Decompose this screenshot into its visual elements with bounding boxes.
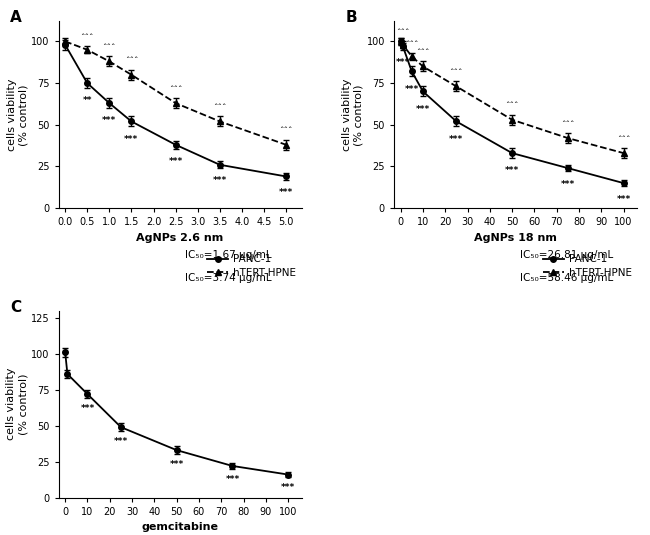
Text: ˆˆˆ: ˆˆˆ (103, 44, 116, 53)
X-axis label: AgNPs 2.6 nm: AgNPs 2.6 nm (136, 233, 224, 243)
Text: ***: *** (279, 188, 293, 197)
Text: ˆˆˆ: ˆˆˆ (396, 29, 410, 38)
Text: **: ** (83, 96, 92, 105)
Text: ˆˆˆ: ˆˆˆ (280, 127, 293, 136)
Text: ***: *** (616, 195, 630, 204)
Text: ***: *** (124, 135, 138, 144)
Text: ***: *** (81, 404, 95, 413)
Legend: PANC-1, hTERT-HPNE: PANC-1, hTERT-HPNE (207, 255, 296, 278)
Text: ˆˆˆ: ˆˆˆ (81, 34, 94, 43)
Text: ***: *** (213, 177, 227, 186)
Text: ***: *** (114, 437, 128, 446)
Y-axis label: cells viability
(% control): cells viability (% control) (6, 79, 29, 151)
Y-axis label: cells viability
(% control): cells viability (% control) (342, 79, 364, 151)
X-axis label: gemcitabine: gemcitabine (142, 522, 218, 532)
Text: A: A (10, 10, 21, 25)
Text: ˆˆˆ: ˆˆˆ (416, 49, 430, 58)
Text: ***: *** (226, 475, 240, 484)
Text: ***: *** (281, 483, 295, 492)
Y-axis label: cells viability
(% control): cells viability (% control) (6, 368, 28, 440)
Text: ***: *** (102, 117, 116, 125)
Text: ˆˆˆ: ˆˆˆ (405, 41, 419, 50)
Text: IC₅₀=1.67 μg/mL: IC₅₀=1.67 μg/mL (185, 250, 272, 260)
Legend: PANC-1, hTERT-HPNE: PANC-1, hTERT-HPNE (543, 255, 632, 278)
Text: ***: *** (561, 180, 575, 189)
Text: ˆˆˆ: ˆˆˆ (450, 69, 463, 78)
Text: ***: *** (168, 157, 183, 166)
Text: ***: *** (396, 58, 410, 67)
Text: ˆˆˆ: ˆˆˆ (505, 102, 519, 111)
Text: ˆˆˆ: ˆˆˆ (561, 121, 575, 130)
Text: IC₅₀=26.81 μg/mL: IC₅₀=26.81 μg/mL (521, 250, 614, 260)
Text: ˆˆˆ: ˆˆˆ (617, 136, 630, 145)
Text: IC₅₀=58.46 μg/mL: IC₅₀=58.46 μg/mL (521, 272, 614, 282)
Text: IC₅₀=3.74 μg/mL: IC₅₀=3.74 μg/mL (185, 272, 272, 282)
Text: ˆˆˆ: ˆˆˆ (169, 86, 183, 95)
Text: ***: *** (170, 460, 184, 469)
Text: ***: *** (405, 85, 419, 94)
Text: ***: *** (449, 135, 463, 144)
X-axis label: AgNPs 18 nm: AgNPs 18 nm (474, 233, 557, 243)
Text: ***: *** (505, 166, 519, 175)
Text: B: B (345, 10, 357, 25)
Text: ***: *** (416, 105, 430, 114)
Text: C: C (10, 300, 21, 315)
Text: ˆˆˆ: ˆˆˆ (125, 57, 138, 66)
Text: ˆˆˆ: ˆˆˆ (213, 104, 227, 113)
